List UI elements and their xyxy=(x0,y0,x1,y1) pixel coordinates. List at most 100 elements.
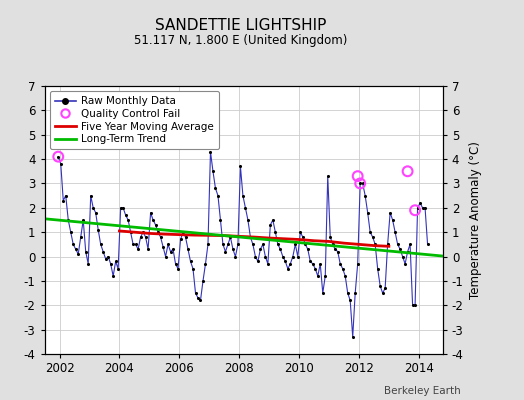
Point xyxy=(254,258,262,265)
Point xyxy=(54,154,62,160)
Point xyxy=(201,261,210,267)
Point xyxy=(119,205,127,211)
Point xyxy=(274,241,282,248)
Point xyxy=(374,266,382,272)
Point xyxy=(154,229,162,235)
Point xyxy=(336,261,344,267)
Point xyxy=(388,217,397,223)
Point xyxy=(72,246,80,252)
Point xyxy=(413,205,422,211)
Point xyxy=(293,253,302,260)
Point xyxy=(54,154,62,160)
Point xyxy=(391,229,399,235)
Point xyxy=(411,302,419,308)
Point xyxy=(281,258,290,265)
Point xyxy=(166,248,174,255)
Point xyxy=(144,246,152,252)
Point xyxy=(346,297,354,304)
Point xyxy=(329,241,337,248)
Point xyxy=(376,282,384,289)
Point xyxy=(249,241,257,248)
Text: Berkeley Earth: Berkeley Earth xyxy=(385,386,461,396)
Point xyxy=(306,258,314,265)
Point xyxy=(396,246,405,252)
Point xyxy=(386,210,395,216)
Point xyxy=(323,173,332,179)
Point xyxy=(99,248,107,255)
Point xyxy=(156,234,165,240)
Point xyxy=(77,234,85,240)
Point xyxy=(241,205,249,211)
Point xyxy=(216,217,225,223)
Point xyxy=(418,205,427,211)
Point xyxy=(79,217,88,223)
Point xyxy=(371,241,379,248)
Point xyxy=(276,246,285,252)
Point xyxy=(67,229,75,235)
Point xyxy=(261,253,269,260)
Point xyxy=(129,241,137,248)
Point xyxy=(179,229,187,235)
Point xyxy=(256,246,265,252)
Point xyxy=(204,241,212,248)
Point xyxy=(266,222,275,228)
Point xyxy=(104,253,112,260)
Point xyxy=(358,180,367,187)
Point xyxy=(124,217,133,223)
Point xyxy=(169,246,177,252)
Point xyxy=(136,234,145,240)
Point xyxy=(189,266,197,272)
Point xyxy=(209,168,217,174)
Point xyxy=(199,278,207,284)
Point xyxy=(368,234,377,240)
Point xyxy=(286,261,294,267)
Point xyxy=(311,266,320,272)
Point xyxy=(194,295,202,301)
Point xyxy=(264,261,272,267)
Point xyxy=(246,234,255,240)
Point xyxy=(406,241,414,248)
Point xyxy=(296,229,304,235)
Point xyxy=(74,251,82,257)
Point xyxy=(403,248,412,255)
Point xyxy=(236,163,245,170)
Point xyxy=(181,234,190,240)
Point xyxy=(356,180,364,187)
Point xyxy=(339,266,347,272)
Point xyxy=(229,246,237,252)
Point xyxy=(348,334,357,340)
Point xyxy=(64,217,72,223)
Point xyxy=(84,261,92,267)
Point xyxy=(326,234,334,240)
Point xyxy=(301,241,310,248)
Point xyxy=(394,241,402,248)
Point xyxy=(96,241,105,248)
Point xyxy=(219,241,227,248)
Point xyxy=(174,266,182,272)
Point xyxy=(151,222,160,228)
Point xyxy=(259,241,267,248)
Point xyxy=(126,229,135,235)
Point xyxy=(214,192,222,199)
Point xyxy=(69,241,78,248)
Point xyxy=(116,205,125,211)
Point xyxy=(356,180,364,187)
Point xyxy=(279,253,287,260)
Point xyxy=(316,261,324,267)
Point xyxy=(411,207,419,214)
Point xyxy=(283,266,292,272)
Point xyxy=(211,185,220,192)
Point xyxy=(364,210,372,216)
Point xyxy=(416,200,424,206)
Point xyxy=(291,241,300,248)
Point xyxy=(224,241,232,248)
Point xyxy=(299,234,307,240)
Point xyxy=(331,246,340,252)
Point xyxy=(344,290,352,296)
Point xyxy=(378,290,387,296)
Legend: Raw Monthly Data, Quality Control Fail, Five Year Moving Average, Long-Term Tren: Raw Monthly Data, Quality Control Fail, … xyxy=(50,91,219,150)
Point xyxy=(61,192,70,199)
Point xyxy=(251,253,259,260)
Point xyxy=(89,205,97,211)
Point xyxy=(102,256,110,262)
